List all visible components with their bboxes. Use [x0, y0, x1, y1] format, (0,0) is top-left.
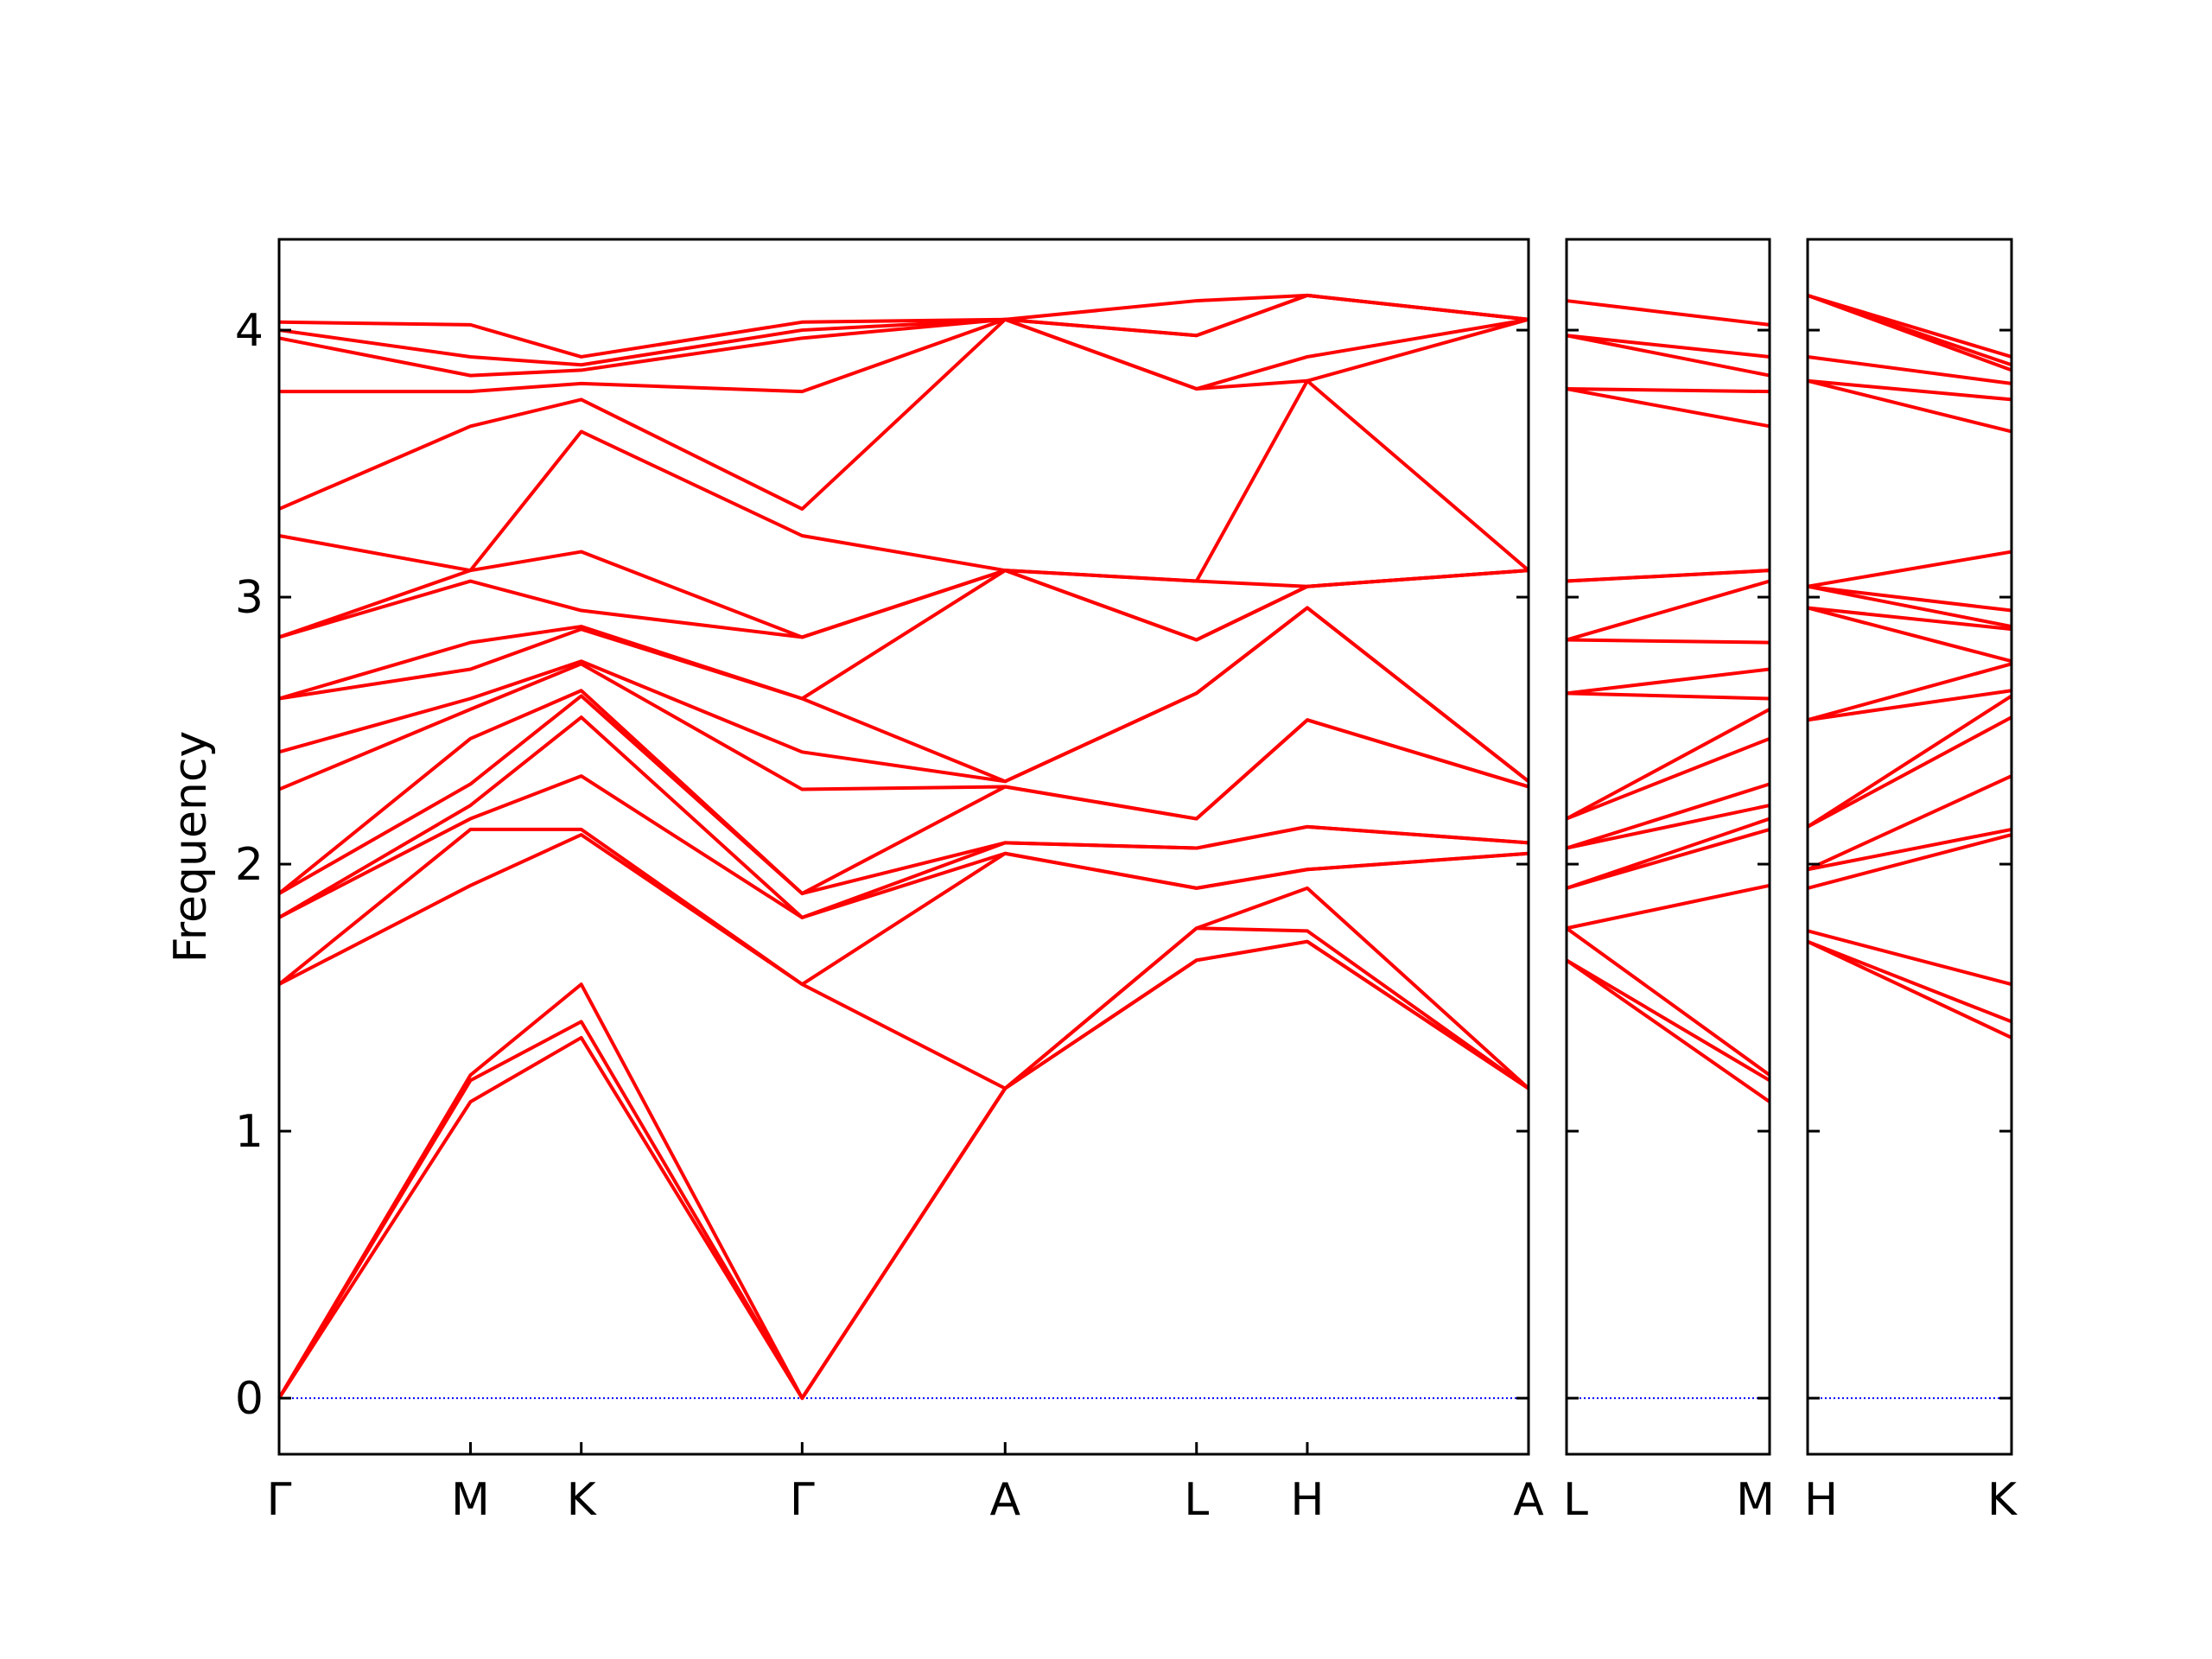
band-line [1566, 334, 1770, 378]
band-line [278, 606, 1530, 784]
x-tick-label: Γ [267, 1474, 292, 1526]
band-line [1565, 958, 1771, 1083]
band-line [1807, 715, 2012, 829]
x-tick-label: L [1563, 1474, 1588, 1526]
band-line [1807, 584, 2012, 629]
band-line [278, 662, 1529, 821]
band-line [1807, 833, 2012, 890]
band-line [1566, 667, 1770, 696]
band-line [1566, 736, 1770, 821]
axes-frame [277, 238, 1530, 1456]
y-tick-label: 2 [235, 839, 264, 891]
x-tick-label: A [1513, 1474, 1544, 1526]
band-line [1566, 782, 1770, 850]
band-line [278, 317, 1529, 512]
x-tick-label: K [567, 1474, 598, 1526]
band-line [1566, 638, 1770, 645]
band-line [1807, 354, 2012, 385]
band-line [278, 833, 1530, 1090]
band-line [1807, 774, 2012, 872]
band-line [1807, 378, 2012, 434]
band-line [1566, 299, 1770, 327]
y-tick-label: 0 [235, 1373, 264, 1425]
band-line [1807, 827, 2012, 872]
band-line [1807, 293, 2012, 359]
band-line [278, 378, 1530, 583]
band-line [1807, 606, 2012, 664]
axes-frame [1565, 238, 1771, 1456]
band-line [1807, 689, 2012, 722]
y-tick-label: 4 [235, 305, 264, 357]
band-line [278, 694, 1529, 896]
band-line [1566, 334, 1770, 359]
band-line [1807, 939, 2012, 1024]
x-tick-label: M [451, 1474, 490, 1526]
band-line [1566, 387, 1770, 394]
band-line [1807, 550, 2012, 588]
band-line [277, 926, 1530, 1401]
band-line [277, 939, 1530, 1401]
y-axis-label: Frequency [165, 731, 217, 963]
band-line [1565, 958, 1771, 1103]
band-line [277, 827, 1529, 987]
band-line [278, 293, 1529, 378]
band-line [277, 939, 1530, 1401]
band-line [1566, 569, 1770, 583]
band-line [1807, 662, 2012, 722]
band-line [1807, 939, 2012, 1039]
x-tick-label: H [1290, 1474, 1324, 1526]
band-line [1566, 708, 1770, 821]
x-tick-label: M [1736, 1474, 1775, 1526]
band-line [277, 689, 1529, 896]
band-line [1566, 387, 1770, 429]
band-line [1807, 584, 2012, 613]
band-line [1566, 691, 1770, 701]
band-line [1565, 926, 1771, 1077]
x-tick-label: H [1804, 1474, 1838, 1526]
band-line [1566, 817, 1770, 890]
y-tick-label: 3 [235, 572, 264, 624]
axes-frame [1806, 238, 2013, 1456]
band-line [1807, 929, 2012, 987]
band-line [278, 293, 1529, 367]
y-tick-label: 1 [235, 1106, 264, 1158]
x-tick-label: L [1184, 1474, 1209, 1526]
band-line [1807, 378, 2012, 402]
band-line [1806, 694, 2013, 829]
band-line [1807, 606, 2012, 632]
x-tick-label: A [989, 1474, 1020, 1526]
x-tick-label: K [1987, 1474, 2018, 1526]
band-line [278, 293, 1529, 359]
band-line [279, 317, 1529, 394]
x-tick-label: Γ [790, 1474, 815, 1526]
band-line [278, 550, 1529, 639]
band-line [1566, 804, 1770, 850]
band-line [278, 774, 1529, 919]
band-line [1566, 883, 1770, 931]
band-line [1566, 579, 1770, 642]
